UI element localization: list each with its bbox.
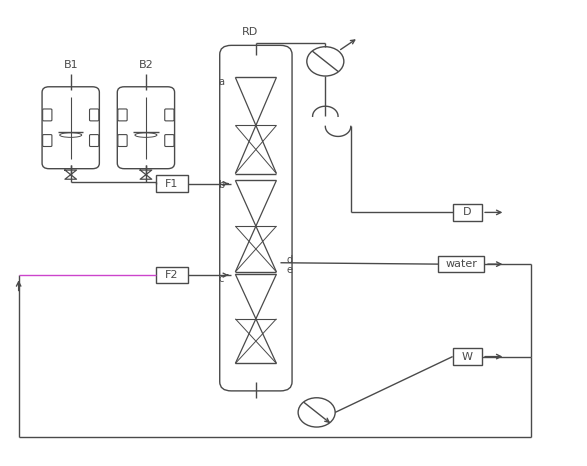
FancyBboxPatch shape <box>165 109 174 121</box>
FancyBboxPatch shape <box>43 135 52 146</box>
Ellipse shape <box>60 133 82 137</box>
Text: W: W <box>461 351 473 362</box>
Bar <box>438 256 484 272</box>
Text: B1: B1 <box>63 60 78 70</box>
Text: RD: RD <box>242 27 258 37</box>
Text: b: b <box>218 180 224 190</box>
Ellipse shape <box>135 133 157 137</box>
FancyBboxPatch shape <box>118 135 127 146</box>
Text: water: water <box>446 259 477 269</box>
Bar <box>156 267 188 283</box>
FancyBboxPatch shape <box>90 109 99 121</box>
Text: B2: B2 <box>139 60 153 70</box>
FancyBboxPatch shape <box>43 109 52 121</box>
FancyBboxPatch shape <box>220 45 292 391</box>
FancyBboxPatch shape <box>165 135 174 146</box>
Text: c: c <box>218 274 224 284</box>
Text: F1: F1 <box>166 178 178 189</box>
FancyBboxPatch shape <box>118 109 127 121</box>
FancyBboxPatch shape <box>42 87 99 169</box>
Bar <box>156 175 188 192</box>
Text: d: d <box>286 255 292 266</box>
FancyBboxPatch shape <box>90 135 99 146</box>
Bar <box>453 204 481 220</box>
Text: D: D <box>463 207 471 218</box>
FancyBboxPatch shape <box>117 87 174 169</box>
Text: a: a <box>218 77 224 87</box>
Text: e: e <box>286 265 292 274</box>
Bar <box>453 348 481 365</box>
Text: F2: F2 <box>165 270 178 280</box>
